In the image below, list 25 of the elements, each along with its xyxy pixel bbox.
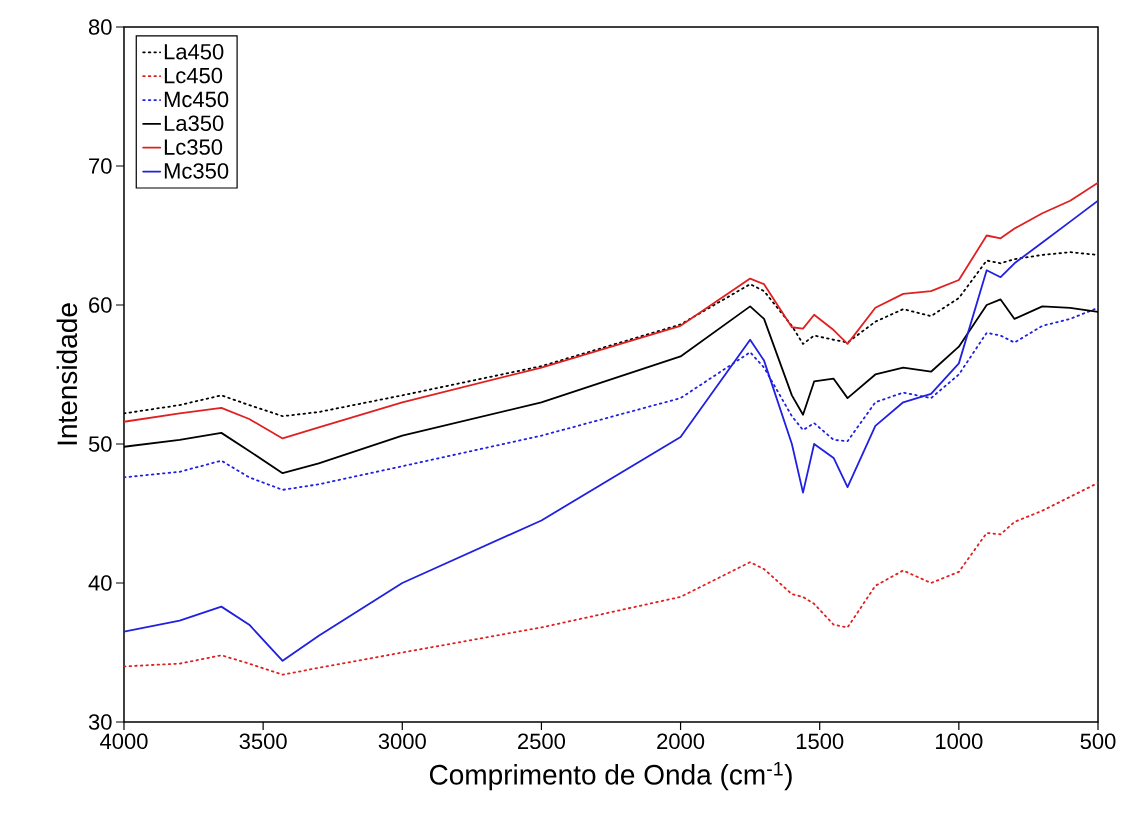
line-series xyxy=(123,199,1098,662)
line-series xyxy=(123,482,1098,676)
legend-label: Mc350 xyxy=(164,163,229,179)
legend-label: La350 xyxy=(164,115,224,132)
y-axis-title: Intensidade xyxy=(56,303,78,445)
x-tick-label: 2000 xyxy=(657,733,705,750)
legend-label: Lc350 xyxy=(164,139,223,155)
x-tick-label: 2500 xyxy=(518,733,566,750)
y-tick-label: 30 xyxy=(88,714,112,730)
y-tick-label: 50 xyxy=(88,436,112,452)
line-series xyxy=(123,181,1098,440)
y-tick-label: 40 xyxy=(88,575,112,591)
x-tick-label: 4000 xyxy=(100,733,148,750)
legend-label: La450 xyxy=(164,43,224,60)
x-tick-label: 1000 xyxy=(936,733,983,750)
x-tick-label: 1500 xyxy=(796,733,844,750)
legend-label: Mc450 xyxy=(164,91,229,108)
x-tick-label: 3500 xyxy=(239,733,287,750)
legend-label: Lc450 xyxy=(164,67,223,84)
x-tick-label: 500 xyxy=(1080,733,1116,750)
y-tick-label: 60 xyxy=(89,297,112,313)
x-axis-title: Comprimento de Onda (cm$^{-1}$) xyxy=(429,761,792,791)
x-tick-label: 3000 xyxy=(378,733,426,750)
y-tick-label: 80 xyxy=(88,19,112,35)
y-tick-label: 70 xyxy=(89,158,112,174)
